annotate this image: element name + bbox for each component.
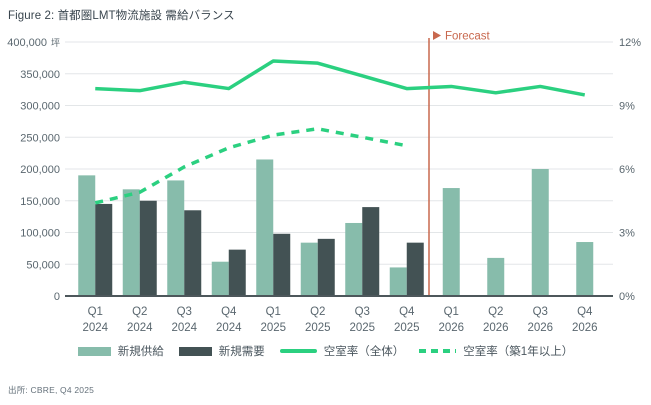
legend-label: 空室率（築1年以上） <box>463 346 574 358</box>
bar-supply <box>211 261 229 296</box>
bar-demand <box>228 249 246 296</box>
x-axis-tick-year: 2026 <box>483 322 509 334</box>
y-axis-left-tick: 350,000 <box>20 69 60 81</box>
figure-title: Figure 2: 首都圏LMT物流施設 需給バランス <box>8 10 235 22</box>
legend-label: 新規需要 <box>218 346 265 358</box>
bar-demand <box>184 210 202 296</box>
vacancy-line-overall <box>95 59 586 97</box>
x-axis-tick-year: 2025 <box>349 322 375 334</box>
x-axis-tick-quarter: Q3 <box>177 306 192 318</box>
y-axis-right-tick: 12% <box>619 37 641 49</box>
legend-item-supply: 新規供給 <box>77 343 164 359</box>
bar-supply <box>122 189 140 296</box>
bar-supply <box>345 222 363 296</box>
source-note: 出所: CBRE, Q4 2025 <box>8 385 95 395</box>
x-axis-tick-quarter: Q4 <box>221 306 237 318</box>
legend: 新規供給 新規需要 空室率（全体） 空室率（築1年以上） <box>0 343 651 359</box>
x-axis-tick-year: 2025 <box>394 322 420 334</box>
x-axis-tick-quarter: Q1 <box>88 306 103 318</box>
bar-supply <box>389 267 407 296</box>
bar-demand <box>139 200 157 296</box>
x-axis-tick-quarter: Q3 <box>355 306 370 318</box>
forecast-arrow-icon <box>433 31 441 40</box>
bar-supply <box>487 257 505 296</box>
legend-item-demand: 新規需要 <box>178 343 265 359</box>
legend-swatch <box>178 346 212 356</box>
bar-supply <box>531 169 549 296</box>
bar-supply <box>167 180 185 296</box>
x-axis-tick-quarter: Q2 <box>488 306 503 318</box>
bar-demand <box>273 233 291 296</box>
bar-demand <box>317 238 335 296</box>
bar-supply <box>300 242 318 296</box>
y-axis-left-tick: 250,000 <box>20 132 60 144</box>
supply-demand-chart: 0 50,000 100,000 150,000 200,000 250,000 300,0… <box>7 31 641 335</box>
bar-supply <box>78 175 96 296</box>
y-axis-left-tick: 300,000 <box>20 101 60 113</box>
y-axis-left-tick: 400,000 坪 <box>7 37 60 49</box>
x-axis-tick-year: 2025 <box>305 322 331 334</box>
bar-supply <box>256 159 274 296</box>
y-axis-right-tick: 0% <box>619 291 635 303</box>
forecast-label: Forecast <box>445 31 491 43</box>
x-axis-tick-quarter: Q4 <box>577 306 593 318</box>
x-axis-tick-year: 2024 <box>171 322 197 334</box>
x-axis-tick-quarter: Q3 <box>533 306 548 318</box>
x-axis-tick-quarter: Q2 <box>132 306 147 318</box>
y-axis-left-tick: 50,000 <box>26 259 60 271</box>
legend-label: 空室率（全体） <box>323 346 405 358</box>
vacancy-line-aged <box>94 127 408 205</box>
legend-swatch <box>419 349 457 353</box>
bar-supply <box>442 188 460 296</box>
x-axis-tick-year: 2025 <box>260 322 286 334</box>
legend-item-vacancy-aged: 空室率（築1年以上） <box>419 343 573 359</box>
y-axis-left-tick: 100,000 <box>20 228 60 240</box>
y-axis-left-tick: 0 <box>54 291 60 303</box>
x-axis-tick-quarter: Q1 <box>444 306 459 318</box>
y-axis-right-tick: 9% <box>619 101 635 113</box>
bar-demand <box>95 203 113 296</box>
x-axis-tick-year: 2024 <box>82 322 108 334</box>
x-axis-tick-year: 2026 <box>527 322 553 334</box>
y-axis-left-tick: 200,000 <box>20 164 60 176</box>
x-axis-tick-quarter: Q1 <box>266 306 281 318</box>
x-axis-tick-year: 2024 <box>216 322 242 334</box>
bar-demand <box>362 207 380 296</box>
x-axis-tick-year: 2026 <box>572 322 598 334</box>
legend-swatch <box>279 349 317 353</box>
y-axis-right-tick: 6% <box>619 164 635 176</box>
legend-item-vacancy-overall: 空室率（全体） <box>279 343 405 359</box>
x-axis-tick-year: 2026 <box>438 322 464 334</box>
legend-swatch <box>77 346 111 356</box>
x-axis-tick-year: 2024 <box>127 322 153 334</box>
legend-label: 新規供給 <box>117 346 164 358</box>
x-axis-tick-quarter: Q2 <box>310 306 325 318</box>
bar-demand <box>406 242 424 296</box>
y-axis-left-tick: 150,000 <box>20 196 60 208</box>
x-axis-tick-quarter: Q4 <box>399 306 415 318</box>
bar-supply <box>576 242 594 296</box>
y-axis-right-tick: 3% <box>619 228 635 240</box>
